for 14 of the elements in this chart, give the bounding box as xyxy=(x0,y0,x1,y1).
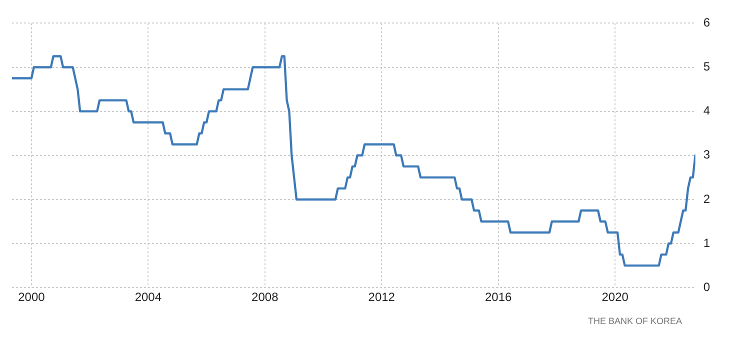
y-tick-label: 3 xyxy=(703,148,710,162)
x-tick-label: 2016 xyxy=(485,290,512,304)
x-tick-label: 2020 xyxy=(602,290,629,304)
y-tick-label: 1 xyxy=(703,236,710,250)
y-tick-label: 6 xyxy=(703,16,710,30)
text: THE BANK OF KOREA xyxy=(586,316,683,326)
x-tick-label: 2008 xyxy=(252,290,279,304)
x-tick-label: 2012 xyxy=(368,290,396,304)
y-tick-label: 0 xyxy=(703,280,710,294)
x-tick-label: 2000 xyxy=(18,290,46,304)
y-tick-label: 5 xyxy=(703,60,710,74)
y-tick-label: 4 xyxy=(703,104,710,118)
x-tick-label: 2004 xyxy=(134,290,162,304)
y-tick-label: 2 xyxy=(703,192,710,206)
